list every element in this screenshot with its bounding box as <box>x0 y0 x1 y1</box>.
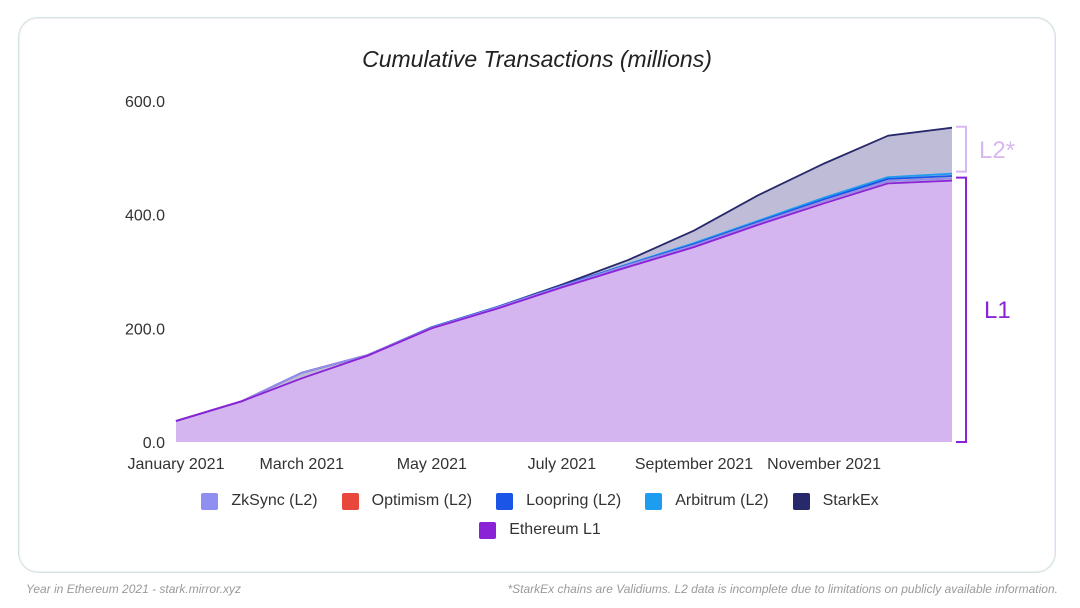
legend-item-zksync[interactable]: ZkSync (L2) <box>201 492 318 510</box>
legend-swatch-arbitrum <box>645 492 663 510</box>
label-l2: L2* <box>979 137 1015 164</box>
legend-item-loopring[interactable]: Loopring (L2) <box>496 492 621 510</box>
legend: ZkSync (L2) Optimism (L2) Loopring (L2) … <box>140 491 940 549</box>
x-tick-label: September 2021 <box>635 456 753 473</box>
y-tick-label: 400.0 <box>125 208 165 225</box>
legend-swatch-starkex <box>792 492 810 510</box>
series-line-zksync <box>175 177 953 422</box>
series-lines <box>175 126 953 422</box>
x-tick-label: January 2021 <box>128 456 225 473</box>
legend-label-optimism: Optimism (L2) <box>371 492 473 509</box>
footer-note: *StarkEx chains are Validiums. L2 data i… <box>507 582 1058 596</box>
legend-swatch-loopring <box>496 492 514 510</box>
x-tick-label: March 2021 <box>260 456 345 473</box>
y-tick-label: 200.0 <box>125 321 165 338</box>
x-tick-label: May 2021 <box>397 456 467 473</box>
legend-row-1: ZkSync (L2) Optimism (L2) Loopring (L2) … <box>140 491 940 511</box>
legend-item-starkex[interactable]: StarkEx <box>792 492 879 510</box>
legend-item-ethereum[interactable]: Ethereum L1 <box>479 521 601 539</box>
x-tick-label: July 2021 <box>528 456 597 473</box>
legend-swatch-zksync <box>201 492 219 510</box>
legend-swatch-optimism <box>341 492 359 510</box>
y-tick-label: 600.0 <box>125 94 165 111</box>
label-l1: L1 <box>984 297 1011 324</box>
footer-source: Year in Ethereum 2021 - stark.mirror.xyz <box>26 582 241 596</box>
area-ethereum-l1 <box>176 180 952 442</box>
chart-card <box>18 17 1056 573</box>
bracket-l2 <box>956 125 967 173</box>
y-tick-label: 0.0 <box>143 435 165 452</box>
legend-swatch-ethereum <box>479 521 497 539</box>
area-l2 <box>176 127 952 421</box>
legend-item-optimism[interactable]: Optimism (L2) <box>341 492 473 510</box>
legend-label-starkex: StarkEx <box>822 492 879 509</box>
series-line-ethereum <box>175 179 953 422</box>
legend-label-ethereum: Ethereum L1 <box>509 521 601 538</box>
x-tick-label: November 2021 <box>767 456 881 473</box>
y-axis: 600.0 400.0 200.0 0.0 <box>125 94 165 452</box>
chart-title: Cumulative Transactions (millions) <box>362 46 712 72</box>
bracket-l1 <box>956 176 967 443</box>
brackets: L1 L2* <box>956 125 1015 443</box>
legend-item-arbitrum[interactable]: Arbitrum (L2) <box>645 492 769 510</box>
legend-label-loopring: Loopring (L2) <box>526 492 622 509</box>
legend-label-arbitrum: Arbitrum (L2) <box>675 492 769 509</box>
legend-label-zksync: ZkSync (L2) <box>231 492 318 509</box>
legend-row-2: Ethereum L1 <box>140 520 940 540</box>
x-axis: January 2021 March 2021 May 2021 July 2021 S… <box>128 456 882 473</box>
area-layers <box>176 127 952 442</box>
